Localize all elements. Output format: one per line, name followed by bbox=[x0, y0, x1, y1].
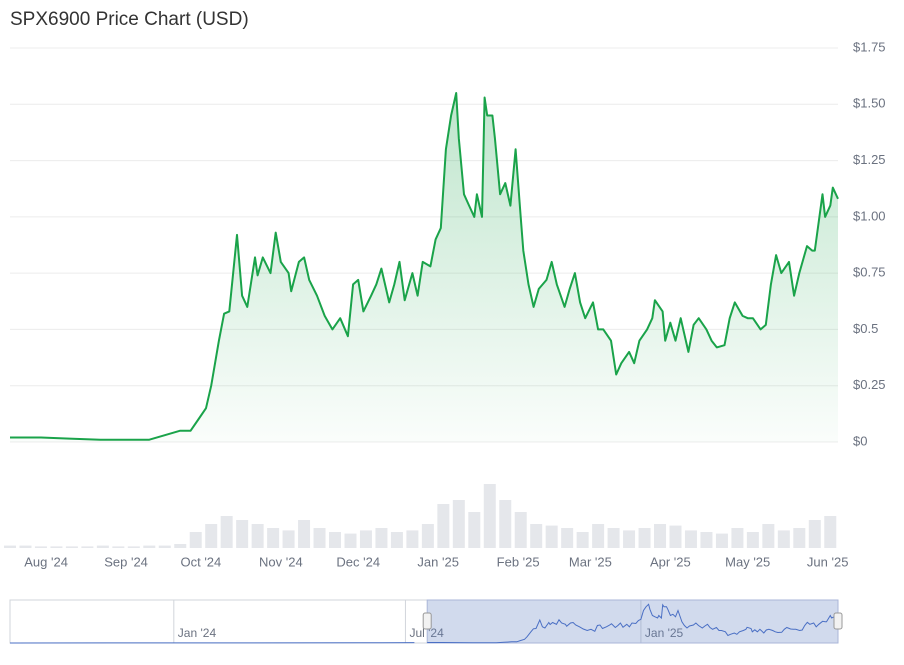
volume-bar bbox=[205, 524, 217, 548]
y-tick-label: $0.75 bbox=[853, 265, 886, 280]
volume-bar bbox=[530, 524, 542, 548]
volume-bar bbox=[283, 530, 295, 548]
navigator-selection[interactable] bbox=[427, 600, 838, 643]
volume-bar bbox=[561, 528, 573, 548]
volume-bar bbox=[623, 530, 635, 548]
volume-bar bbox=[824, 516, 836, 548]
y-tick-label: $0.5 bbox=[853, 321, 878, 336]
x-tick-label: Mar '25 bbox=[569, 554, 612, 569]
volume-bar bbox=[639, 528, 651, 548]
volume-bar bbox=[453, 500, 465, 548]
navigator-handle[interactable] bbox=[423, 613, 431, 629]
volume-bar bbox=[298, 520, 310, 548]
volume-bar bbox=[700, 532, 712, 548]
volume-bar bbox=[731, 528, 743, 548]
volume-bar bbox=[236, 520, 248, 548]
volume-bar bbox=[314, 528, 326, 548]
volume-bar bbox=[778, 530, 790, 548]
x-tick-label: Dec '24 bbox=[336, 554, 380, 569]
x-tick-label: Sep '24 bbox=[104, 554, 148, 569]
volume-bar bbox=[50, 546, 62, 548]
volume-bar bbox=[747, 532, 759, 548]
volume-bar bbox=[762, 524, 774, 548]
volume-bar bbox=[143, 546, 155, 548]
volume-bar bbox=[252, 524, 264, 548]
volume-bar bbox=[608, 528, 620, 548]
volume-bar bbox=[66, 546, 78, 548]
volume-bar bbox=[499, 500, 511, 548]
volume-bar bbox=[360, 530, 372, 548]
volume-bar bbox=[654, 524, 666, 548]
x-tick-label: Feb '25 bbox=[497, 554, 540, 569]
volume-bar bbox=[592, 524, 604, 548]
volume-bar bbox=[515, 512, 527, 548]
x-tick-label: Jun '25 bbox=[807, 554, 849, 569]
x-tick-label: Oct '24 bbox=[180, 554, 221, 569]
y-tick-label: $1.75 bbox=[853, 39, 886, 54]
navigator-handle[interactable] bbox=[834, 613, 842, 629]
volume-bar bbox=[669, 526, 681, 548]
volume-bar bbox=[406, 530, 418, 548]
chart-title: SPX6900 Price Chart (USD) bbox=[10, 9, 249, 30]
x-tick-label: Nov '24 bbox=[259, 554, 303, 569]
volume-bar bbox=[577, 532, 589, 548]
volume-bar bbox=[159, 546, 171, 548]
volume-layer bbox=[4, 484, 836, 548]
volume-bar bbox=[422, 524, 434, 548]
volume-bar bbox=[112, 546, 124, 548]
volume-bar bbox=[685, 530, 697, 548]
volume-bar bbox=[468, 512, 480, 548]
y-tick-label: $1.25 bbox=[853, 152, 886, 167]
volume-bar bbox=[391, 532, 403, 548]
volume-bar bbox=[35, 546, 47, 548]
volume-bar bbox=[716, 534, 728, 548]
volume-bar bbox=[809, 520, 821, 548]
volume-bar bbox=[267, 528, 279, 548]
x-tick-label: Jan '25 bbox=[417, 554, 459, 569]
volume-bar bbox=[375, 528, 387, 548]
volume-bar bbox=[19, 546, 31, 548]
x-tick-label: Apr '25 bbox=[650, 554, 691, 569]
y-tick-label: $1.00 bbox=[853, 208, 886, 223]
volume-bar bbox=[97, 546, 109, 548]
y-tick-label: $0.25 bbox=[853, 377, 886, 392]
plot-layer: $0 $0.25 $0.5 $0.75 $1.00 $1.25 $1.50 $1.75 Aug … bbox=[10, 39, 886, 569]
navigator-tick-label: Jan '24 bbox=[178, 626, 217, 640]
y-tick-label: $0 bbox=[853, 433, 867, 448]
volume-bar bbox=[484, 484, 496, 548]
volume-bar bbox=[329, 532, 341, 548]
volume-bar bbox=[190, 532, 202, 548]
volume-bar bbox=[81, 546, 93, 548]
volume-bar bbox=[4, 546, 16, 548]
price-area bbox=[10, 93, 838, 442]
volume-bar bbox=[437, 504, 449, 548]
x-tick-label: May '25 bbox=[725, 554, 770, 569]
volume-bar bbox=[128, 546, 140, 548]
volume-bar bbox=[174, 544, 186, 548]
volume-bar bbox=[344, 534, 356, 548]
volume-bar bbox=[221, 516, 233, 548]
x-tick-label: Aug '24 bbox=[24, 554, 68, 569]
volume-bar bbox=[546, 526, 558, 548]
y-tick-label: $1.50 bbox=[853, 96, 886, 111]
volume-bar bbox=[793, 528, 805, 548]
